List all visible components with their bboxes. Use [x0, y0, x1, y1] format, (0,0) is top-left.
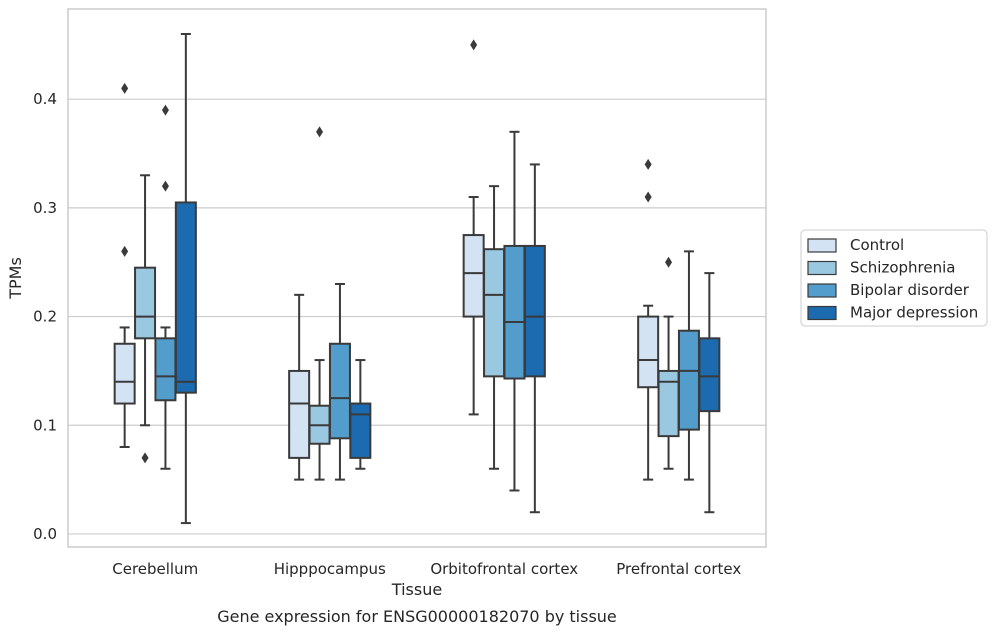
y-tick-label: 0.0 [33, 525, 57, 543]
box [349, 359, 372, 470]
iqr-box [328, 342, 351, 440]
iqr-box [698, 337, 721, 413]
box [483, 185, 506, 470]
outlier-point [121, 82, 129, 94]
box [503, 130, 526, 492]
iqr-box [637, 315, 660, 389]
legend-label: Control [850, 236, 904, 254]
iqr-box [677, 329, 700, 431]
box [174, 32, 197, 525]
chart-caption: Gene expression for ENSG00000182070 by t… [217, 607, 617, 626]
box [523, 163, 546, 514]
box [134, 174, 157, 464]
legend-swatch [807, 305, 837, 321]
legend-items: Control Schizophrenia Bipolar disorder Majo… [807, 236, 978, 322]
legend-label: Major depression [850, 304, 978, 322]
x-tick-labels: Cerebellum Hipppocampus Orbitofrontal cort… [112, 560, 741, 578]
y-tick-label: 0.1 [33, 416, 57, 434]
outlier-point [644, 191, 652, 203]
legend-label: Schizophrenia [850, 259, 955, 277]
legend-swatch [807, 283, 837, 298]
box [308, 126, 331, 481]
box [657, 256, 680, 470]
legend-frame [800, 229, 988, 327]
legend-label: Bipolar disorder [850, 281, 970, 299]
box-plot-area [113, 32, 721, 525]
outlier-point [316, 126, 324, 138]
box [698, 272, 721, 514]
iqr-box [174, 201, 197, 394]
outlier-point [665, 256, 673, 268]
outlier-point [470, 39, 478, 51]
iqr-box [462, 234, 485, 318]
iqr-box [288, 369, 311, 459]
iqr-box [523, 244, 546, 378]
iqr-box [349, 402, 372, 459]
iqr-box [134, 266, 157, 340]
x-tick-label: Hipppocampus [274, 560, 386, 578]
box [288, 293, 311, 481]
box [462, 39, 485, 416]
iqr-box [154, 337, 177, 402]
x-tick-label: Cerebellum [112, 560, 198, 578]
iqr-box [483, 248, 506, 378]
outlier-point [121, 245, 129, 257]
iqr-box [113, 342, 136, 405]
legend: Control Schizophrenia Bipolar disorder Majo… [800, 229, 988, 327]
box [154, 104, 177, 470]
grid-lines [68, 98, 766, 535]
box [113, 82, 136, 449]
y-tick-labels: 0.0 0.1 0.2 0.3 0.4 [33, 90, 57, 543]
y-tick-label: 0.4 [33, 90, 57, 108]
outlier-point [644, 158, 652, 170]
legend-swatch [807, 238, 837, 253]
x-tick-label: Prefrontal cortex [616, 560, 741, 578]
outlier-point [161, 180, 169, 192]
iqr-box [503, 244, 526, 380]
box [637, 158, 660, 481]
plot-frame [67, 8, 767, 548]
legend-swatch [807, 260, 837, 276]
box [328, 282, 351, 481]
y-tick-label: 0.2 [33, 308, 57, 326]
outlier-point [141, 452, 149, 464]
outlier-point [161, 104, 169, 116]
box [677, 250, 700, 481]
iqr-box [657, 369, 680, 438]
y-axis-label: TPMs [6, 257, 25, 300]
x-tick-label: Orbitofrontal cortex [430, 560, 578, 578]
x-axis-label: Tissue [391, 580, 442, 599]
y-tick-label: 0.3 [33, 199, 57, 217]
